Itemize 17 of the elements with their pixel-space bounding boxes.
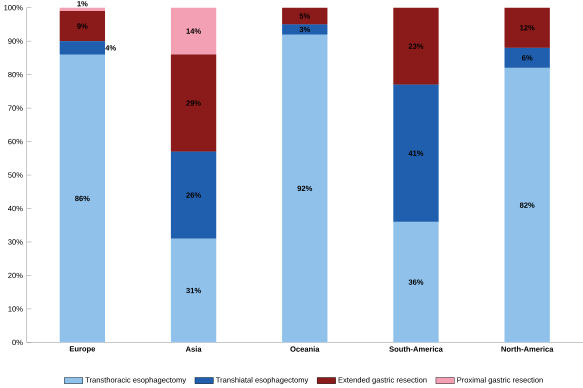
bar xyxy=(60,10,106,41)
bar xyxy=(60,40,106,54)
bar xyxy=(282,34,328,342)
bar xyxy=(504,68,550,342)
bar xyxy=(393,84,439,222)
bar xyxy=(170,7,216,54)
bar xyxy=(60,54,106,342)
bar xyxy=(170,54,216,152)
bar xyxy=(170,151,216,238)
bar xyxy=(504,7,550,48)
bar xyxy=(282,24,328,34)
bar xyxy=(393,7,439,84)
bar xyxy=(170,238,216,342)
bar xyxy=(393,222,439,342)
bar xyxy=(282,7,328,24)
bar xyxy=(504,48,550,68)
bar xyxy=(60,7,106,11)
